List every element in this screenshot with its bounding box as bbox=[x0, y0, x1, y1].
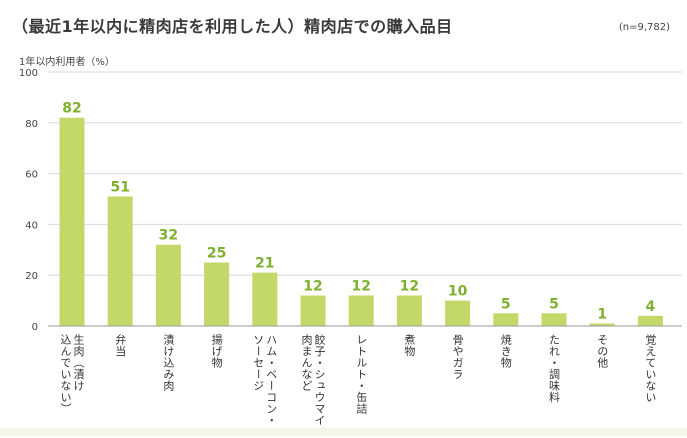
bar bbox=[348, 295, 374, 326]
category-label: 覚えていない bbox=[643, 334, 657, 403]
y-axis-ticks: 0 20 40 60 80 100 bbox=[19, 68, 38, 333]
y-tick-label: 100 bbox=[19, 68, 38, 79]
category-label: ハム・ベーコン・ ソーセージ bbox=[251, 334, 278, 426]
data-label: 32 bbox=[159, 228, 178, 244]
sample-size-label: (n=9,782) bbox=[618, 22, 670, 33]
category-label: 餃子・シュウマイ・ 肉まんなど bbox=[300, 334, 326, 438]
chart-title: （最近1年以内に精肉店を利用した人）精肉店での購入品目 bbox=[12, 17, 453, 36]
bar bbox=[493, 313, 519, 326]
category-label: その他 bbox=[595, 334, 609, 369]
category-label: 骨やガラ bbox=[451, 334, 465, 380]
data-label: 5 bbox=[549, 296, 559, 312]
y-tick-label: 60 bbox=[25, 170, 38, 181]
y-tick-label: 20 bbox=[25, 271, 38, 282]
bar bbox=[589, 323, 615, 326]
y-axis-unit-label: 1年以内利用者（%） bbox=[19, 57, 115, 68]
data-label: 4 bbox=[646, 299, 656, 315]
category-label: 揚げ物 bbox=[210, 334, 224, 369]
footer-band bbox=[0, 428, 687, 436]
category-label: 煮物 bbox=[402, 334, 416, 357]
category-label: レトルト・缶詰 bbox=[354, 334, 368, 415]
bar bbox=[107, 196, 133, 326]
category-label: 生肉（漬け 込んでいない） bbox=[59, 334, 85, 415]
bars bbox=[59, 117, 663, 326]
data-label: 1 bbox=[597, 306, 607, 322]
bar bbox=[155, 244, 181, 326]
category-label: たれ・調味料 bbox=[547, 334, 561, 403]
bar bbox=[637, 315, 663, 326]
data-label: 82 bbox=[62, 101, 81, 117]
bar bbox=[300, 295, 326, 326]
bar bbox=[59, 117, 85, 326]
y-tick-label: 0 bbox=[32, 322, 38, 333]
category-label: 漬け込み肉 bbox=[161, 334, 175, 392]
category-label: 焼き物 bbox=[499, 334, 513, 369]
data-label: 5 bbox=[501, 296, 511, 312]
bar bbox=[396, 295, 422, 326]
y-tick-label: 40 bbox=[25, 220, 38, 231]
bar bbox=[204, 262, 230, 326]
data-label: 10 bbox=[448, 284, 468, 300]
bar bbox=[445, 300, 471, 326]
category-label: 弁当 bbox=[113, 334, 127, 357]
data-label: 12 bbox=[400, 279, 419, 295]
y-tick-label: 80 bbox=[25, 119, 38, 130]
gridlines bbox=[48, 71, 682, 276]
data-label: 12 bbox=[303, 279, 322, 295]
data-label: 12 bbox=[351, 279, 370, 295]
bar bbox=[252, 272, 278, 326]
data-label: 25 bbox=[207, 246, 226, 262]
data-label: 21 bbox=[255, 256, 274, 272]
bar bbox=[541, 313, 567, 326]
data-label: 51 bbox=[110, 179, 129, 195]
